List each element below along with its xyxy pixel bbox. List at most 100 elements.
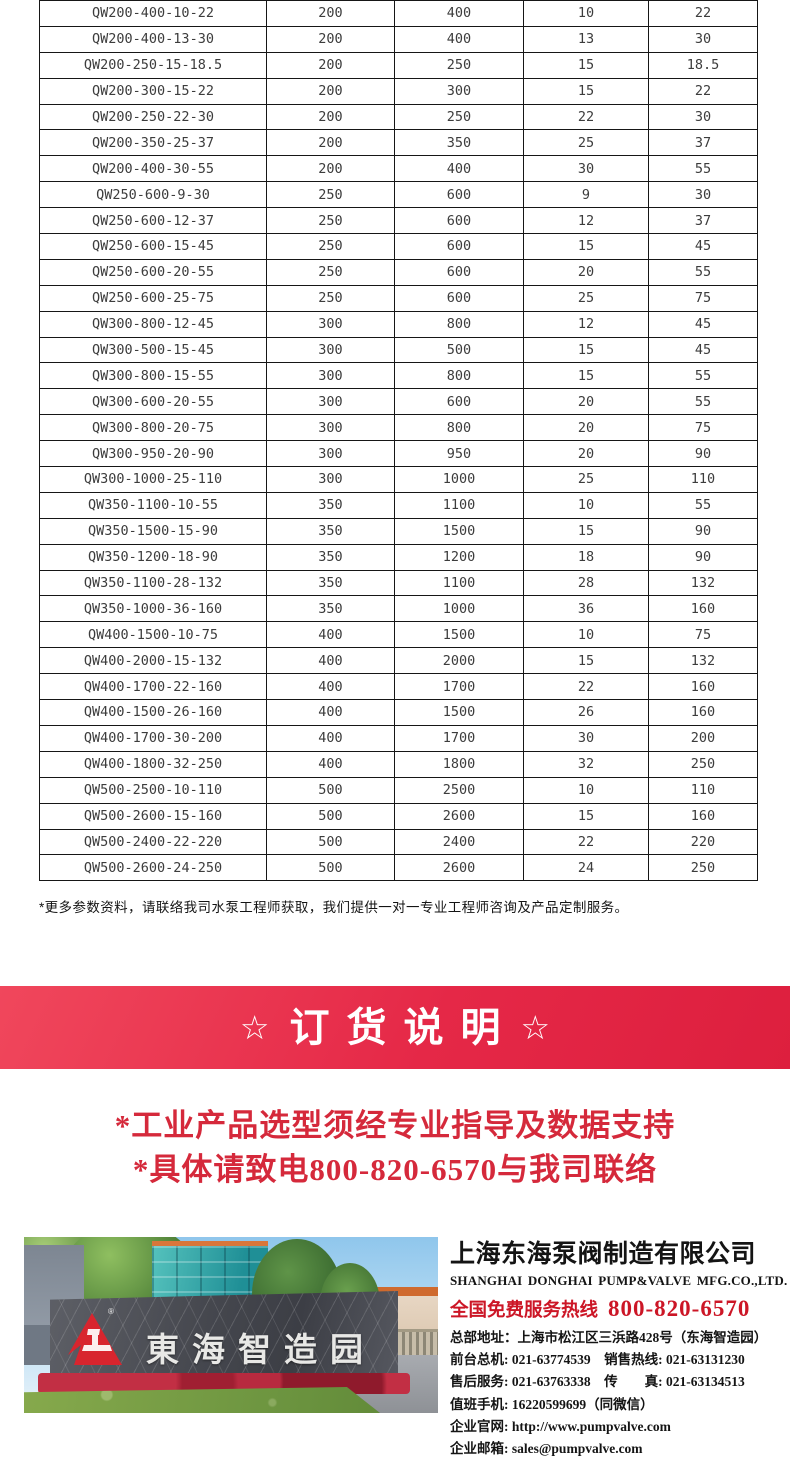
head-cell: 22 [523,673,649,701]
table-row: QW400-2000-15-132 400 2000 15 132 [39,647,758,675]
contact-line-email: 企业邮箱: sales@pumpvalve.com [450,1441,643,1457]
table-row: QW300-950-20-90 300 950 20 90 [39,440,758,468]
table-row: QW200-350-25-37 200 350 25 37 [39,129,758,157]
slogan-block: *工业产品选型须经专业指导及数据支持 *具体请致电800-820-6570与我司… [0,1104,790,1192]
head-cell: 25 [523,284,649,312]
diameter-cell: 200 [266,103,395,131]
table-row: QW200-400-10-22 200 400 10 22 [39,0,758,27]
order-info-banner: ☆ 订货说明 ☆ [0,986,790,1069]
flow-cell: 2600 [394,802,524,830]
model-cell: QW300-800-20-75 [39,414,267,442]
table-row: QW400-1700-30-200 400 1700 30 200 [39,724,758,752]
model-cell: QW300-1000-25-110 [39,466,267,493]
diameter-cell: 200 [266,77,395,105]
head-cell: 12 [523,310,649,338]
flow-cell: 400 [394,155,524,183]
diameter-cell: 250 [266,258,395,286]
power-cell: 75 [648,414,758,442]
diameter-cell: 250 [266,233,395,260]
table-row: QW300-600-20-55 300 600 20 55 [39,388,758,416]
slogan-line: *具体请致电800-820-6570与我司联络 [132,1152,658,1187]
head-cell: 30 [523,724,649,752]
power-cell: 200 [648,724,758,752]
stone-sign-wall: ® 東海智造园 [50,1291,398,1387]
diameter-cell: 350 [266,595,395,623]
power-cell: 90 [648,440,758,468]
diameter-cell: 300 [266,310,395,338]
head-cell: 32 [523,750,649,778]
power-cell: 132 [648,569,758,597]
head-cell: 10 [523,491,649,519]
flow-cell: 950 [394,440,524,468]
head-cell: 36 [523,595,649,623]
flow-cell: 350 [394,129,524,157]
lawn [24,1387,381,1413]
model-cell: QW200-250-15-18.5 [39,51,267,79]
diameter-cell: 350 [266,491,395,519]
contact-line-mobile: 值班手机: 16220599699（同微信） [450,1396,654,1412]
model-cell: QW400-1500-10-75 [39,621,267,649]
diameter-cell: 500 [266,828,395,856]
flow-cell: 500 [394,336,524,364]
head-cell: 28 [523,569,649,597]
head-cell: 10 [523,776,649,804]
diameter-cell: 350 [266,569,395,597]
diameter-cell: 250 [266,181,395,209]
diameter-cell: 200 [266,25,395,53]
diameter-cell: 400 [266,621,395,649]
power-cell: 55 [648,155,758,183]
table-row: QW250-600-9-30 250 600 9 30 [39,181,758,209]
model-cell: QW200-400-30-55 [39,155,267,183]
flow-cell: 1500 [394,699,524,726]
contact-line-switchboard: 前台总机: 021-63774539 销售热线: 021-63131230 [450,1352,745,1368]
flow-cell: 2000 [394,647,524,675]
diameter-cell: 400 [266,673,395,701]
table-row: QW200-250-15-18.5 200 250 15 18.5 [39,51,758,79]
flow-cell: 600 [394,233,524,260]
flow-cell: 1100 [394,569,524,597]
contact-line-website: 企业官网: http://www.pumpvalve.com [450,1418,671,1434]
diameter-cell: 300 [266,336,395,364]
model-cell: QW400-1800-32-250 [39,750,267,778]
table-row: QW350-1000-36-160 350 1000 36 160 [39,595,758,623]
flow-cell: 300 [394,77,524,105]
power-cell: 160 [648,595,758,623]
head-cell: 9 [523,181,649,209]
model-cell: QW500-2400-22-220 [39,828,267,856]
table-row: QW200-400-30-55 200 400 30 55 [39,155,758,183]
power-cell: 110 [648,776,758,804]
power-cell: 132 [648,647,758,675]
table-row: QW500-2600-15-160 500 2600 15 160 [39,802,758,830]
head-cell: 15 [523,802,649,830]
table-row: QW300-1000-25-110 300 1000 25 110 [39,466,758,493]
head-cell: 12 [523,207,649,235]
diameter-cell: 350 [266,517,395,545]
head-cell: 13 [523,25,649,53]
model-cell: QW300-600-20-55 [39,388,267,416]
model-cell: QW250-600-15-45 [39,233,267,260]
model-cell: QW300-500-15-45 [39,336,267,364]
power-cell: 30 [648,103,758,131]
diameter-cell: 300 [266,466,395,493]
model-cell: QW250-600-25-75 [39,284,267,312]
star-icon: ☆ [520,1009,551,1046]
model-cell: QW500-2600-24-250 [39,854,267,882]
table-row: QW400-1700-22-160 400 1700 22 160 [39,673,758,701]
company-name-en: SHANGHAI DONGHAI PUMP&VALVE MFG.CO.,LTD. [450,1273,788,1288]
model-cell: QW300-800-12-45 [39,310,267,338]
head-cell: 26 [523,699,649,726]
contact-line-address: 总部地址：上海市松江区三浜路428号（东海智造园） [450,1330,768,1345]
head-cell: 15 [523,517,649,545]
model-cell: QW350-1500-15-90 [39,517,267,545]
flow-cell: 600 [394,258,524,286]
flow-cell: 1800 [394,750,524,778]
table-row: QW500-2400-22-220 500 2400 22 220 [39,828,758,856]
model-cell: QW200-400-10-22 [39,0,267,27]
table-row: QW250-600-20-55 250 600 20 55 [39,258,758,286]
table-row: QW300-800-15-55 300 800 15 55 [39,362,758,390]
flow-cell: 600 [394,388,524,416]
diameter-cell: 500 [266,802,395,830]
flow-cell: 1100 [394,491,524,519]
slogan-line: *工业产品选型须经专业指导及数据支持 [114,1108,676,1143]
flow-cell: 600 [394,181,524,209]
